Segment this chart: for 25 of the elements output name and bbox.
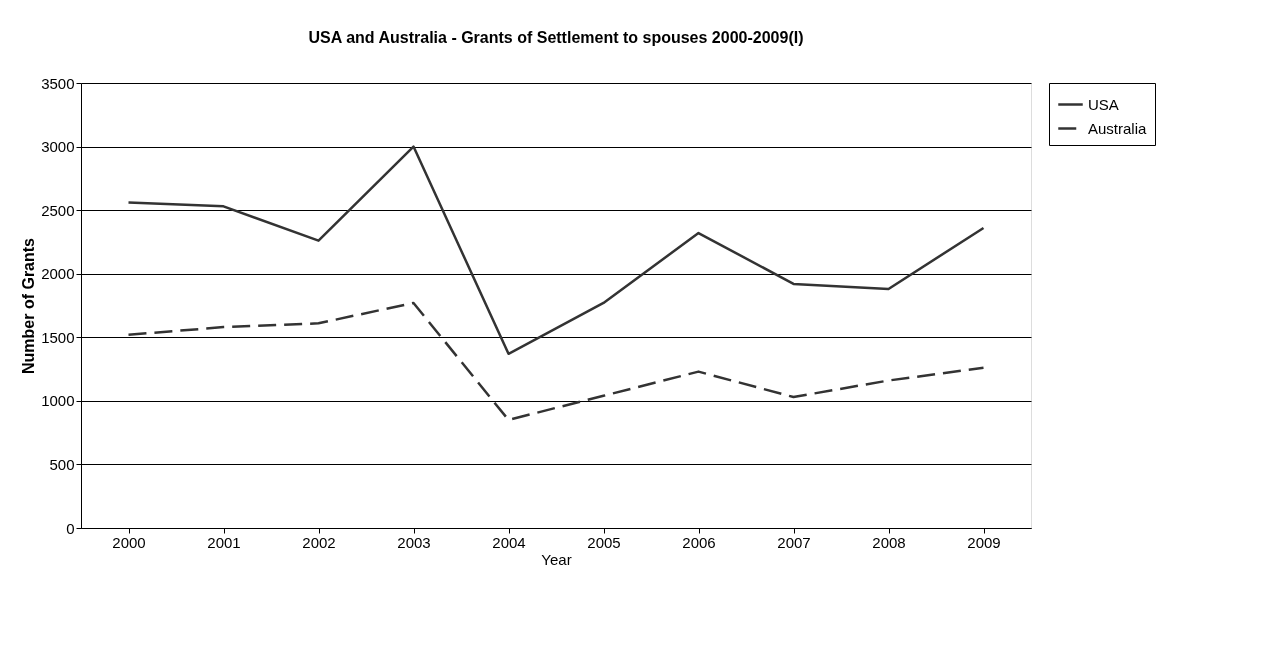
chart-title: USA and Australia - Grants of Settlement to spouses 2000-2009(I) (308, 29, 804, 46)
x-axis-title: Year (541, 550, 572, 568)
x-tick-label: 2003 (397, 533, 431, 551)
y-tick-label: 3500 (41, 74, 75, 92)
x-tick-label: 2004 (492, 533, 526, 551)
x-tick-label: 2001 (207, 533, 241, 551)
y-tick-label: 1500 (41, 328, 75, 346)
x-tick-label: 2008 (872, 533, 906, 551)
y-tick-label: 1000 (41, 392, 75, 410)
y-tick-label: 3000 (41, 138, 75, 156)
y-axis-title: Number of Grants (20, 237, 38, 375)
x-tick-label: 2007 (777, 533, 811, 551)
legend-label: Australia (1088, 119, 1148, 137)
legend-label: USA (1088, 95, 1119, 113)
x-tick-label: 2000 (112, 533, 146, 551)
y-tick-label: 2000 (41, 265, 75, 283)
y-tick-label: 2500 (41, 201, 75, 219)
line-series (127, 145, 985, 356)
y-tick-label: 500 (49, 455, 75, 473)
x-tick-label: 2005 (587, 533, 621, 551)
x-tick-label: 2002 (302, 533, 336, 551)
y-tick-label: 0 (66, 519, 75, 537)
x-tick-label: 2009 (967, 533, 1001, 551)
x-tick-label: 2006 (682, 533, 716, 551)
line-series (127, 301, 985, 422)
